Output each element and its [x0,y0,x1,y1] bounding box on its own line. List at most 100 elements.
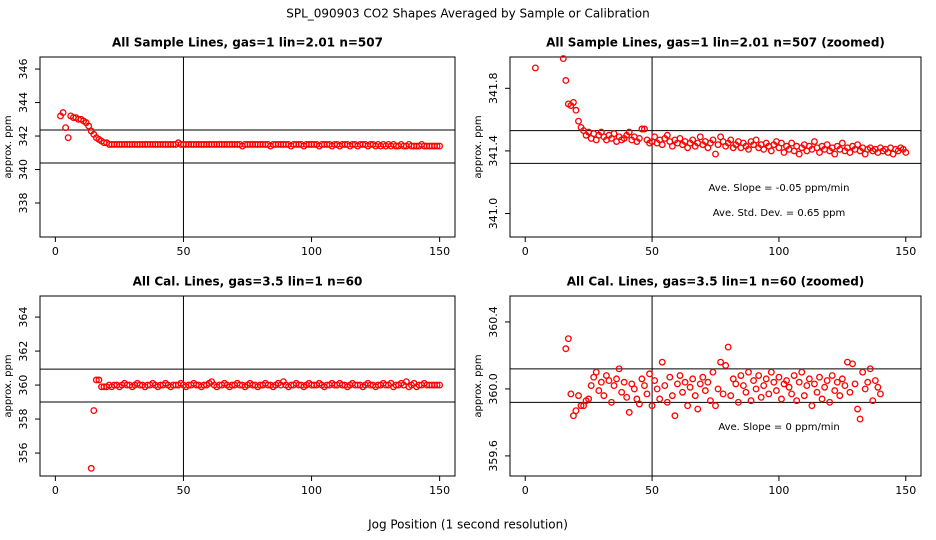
data-point [745,368,752,376]
x-tick-label: 100 [768,245,789,258]
data-point [821,383,829,391]
y-axis-label: approx. ppm [473,354,484,417]
data-point [793,397,801,405]
y-tick-label: 362 [17,341,30,362]
data-point [902,149,910,156]
data-point [618,388,626,396]
data-point [854,405,862,413]
data-point [783,377,790,385]
data-point [717,358,725,366]
data-point [765,390,773,398]
data-point [869,397,877,405]
y-axis-label: approx. ppm [3,354,14,417]
data-point [92,376,100,384]
data-point [651,377,659,385]
data-point [795,150,803,158]
data-point [653,385,661,393]
y-tick-label: 360 [17,375,30,396]
y-axis-label: approx. ppm [3,115,14,178]
x-tick-label: 150 [895,484,916,497]
x-tick-label: 50 [645,484,659,497]
data-point [747,397,755,405]
data-point [676,134,684,142]
data-point [625,128,633,136]
data-point [433,381,441,389]
y-tick-label: 341.8 [487,73,500,105]
data-point [623,393,631,401]
data-point [676,372,684,379]
data-point [436,142,444,150]
data-point [810,380,818,388]
data-point [745,145,752,153]
data-point [762,375,770,383]
plot-frame [509,56,922,238]
data-point [826,398,834,406]
data-point [592,368,600,376]
data-point [727,136,735,144]
data-point [701,387,709,395]
page-title: SPL_090903 CO2 Shapes Averaged by Sample… [286,7,650,21]
data-point [689,136,697,144]
x-tick-label: 100 [768,484,789,497]
data-point [722,362,730,369]
data-point [646,370,653,378]
y-tick-label: 341.4 [487,135,500,167]
data-point [694,405,702,413]
data-point [803,382,811,390]
data-point [691,392,699,400]
data-point [788,139,796,147]
data-point [712,402,719,410]
data-point [854,141,862,149]
data-point [668,142,676,150]
data-point [559,55,567,63]
data-point [663,398,671,406]
data-point [831,150,839,158]
data-point [816,373,823,381]
data-point [572,407,580,415]
panel-title: All Cal. Lines, gas=3.5 lin=1 n=60 (zoom… [567,275,865,289]
y-tick-label: 341.0 [487,198,500,230]
data-point [810,138,818,145]
data-point [605,377,613,385]
x-tick-label: 50 [176,484,190,497]
data-point [841,382,849,390]
y-tick-label: 360.4 [487,306,500,338]
data-point [788,390,796,398]
annotation: Ave. Slope = -0.05 ppm/min [709,183,850,194]
data-point [823,141,831,149]
plot-frame [509,295,922,477]
y-tick-label: 358 [17,409,30,430]
data-point [59,109,67,117]
data-point [610,382,618,390]
data-point [785,383,793,391]
data-point [671,412,679,420]
data-point [595,387,603,395]
data-point [849,360,856,368]
data-point [732,380,740,388]
y-tick-label: 359.6 [487,440,500,472]
data-point [846,388,854,396]
data-point [684,402,692,410]
data-point [620,378,628,386]
data-point [818,395,826,403]
data-point [651,133,659,141]
data-point [658,141,666,149]
data-point [663,131,671,139]
data-point [575,117,582,125]
data-point [689,375,697,383]
data-point [712,150,719,158]
data-point [714,141,722,149]
x-tick-label: 0 [52,245,59,258]
data-point [630,385,638,393]
data-point [562,345,570,353]
data-point [767,368,775,376]
data-point [706,397,714,405]
y-tick-label: 338 [17,193,30,214]
panel-title: All Sample Lines, gas=1 lin=2.01 n=507 [112,36,383,50]
data-point [577,402,585,410]
data-point [638,125,646,133]
data-point [828,372,836,379]
data-point [760,382,768,390]
data-point [699,373,707,381]
data-point [641,125,648,133]
